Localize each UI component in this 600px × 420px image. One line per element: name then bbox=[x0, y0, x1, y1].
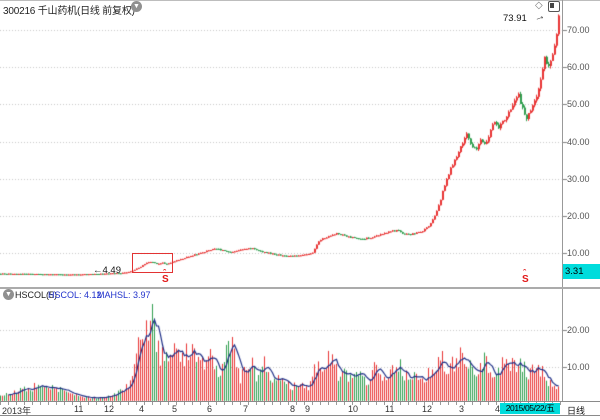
time-tick-label: 11 bbox=[74, 404, 84, 414]
period-label: 日线 bbox=[567, 406, 586, 416]
current-date-tag: 2015/05/22/五 bbox=[500, 403, 560, 414]
time-tick-label: 5 bbox=[172, 404, 178, 414]
time-tick-label: 2013年 bbox=[2, 406, 32, 416]
time-tick-label: 10 bbox=[348, 404, 359, 414]
indicator-name: HSCOL(5) bbox=[15, 290, 58, 300]
time-tick-label: 4 bbox=[139, 404, 145, 414]
sell-signal-caret: ˆ bbox=[523, 268, 526, 278]
volume-tick-label: 20.00 bbox=[567, 325, 590, 335]
price-tick-label: 10.00 bbox=[567, 248, 590, 259]
time-tick-label: 3 bbox=[459, 404, 465, 414]
sell-signal-caret: ˆ bbox=[163, 268, 166, 278]
price-tick-label: 30.00 bbox=[567, 173, 590, 184]
price-tick-label: 20.00 bbox=[567, 210, 590, 221]
price-tick-label: 40.00 bbox=[567, 136, 590, 147]
panel-divider bbox=[0, 287, 600, 289]
time-tick-label: 9 bbox=[305, 404, 311, 414]
window-restore-glyph bbox=[550, 3, 554, 8]
price-axis-current-tag: 3.31 bbox=[563, 264, 600, 279]
time-tick-label: 11 bbox=[385, 404, 395, 414]
window-restore-icon[interactable] bbox=[548, 1, 560, 12]
time-axis-ticks bbox=[0, 402, 562, 405]
time-tick-label: 8 bbox=[290, 404, 296, 414]
start-price-label: ←4.49 bbox=[93, 265, 121, 276]
time-tick-label: 12 bbox=[104, 404, 115, 414]
diamond-marker-icon[interactable]: ◇ bbox=[535, 0, 543, 11]
time-tick-label: 6 bbox=[207, 404, 213, 414]
chevron-down-icon[interactable]: ▼ bbox=[131, 1, 142, 12]
top-border bbox=[0, 0, 600, 1]
time-tick-label: 7 bbox=[243, 404, 249, 414]
time-axis: 2013年 11 12 4 5 6 7 8 9 10 11 12 3 4 2015/05/22/五 日线 bbox=[0, 401, 600, 416]
axis-border bbox=[562, 0, 563, 415]
peak-price-label: 73.91 bbox=[503, 13, 527, 24]
indicator-mahsl-value: MAHSL: 3.97 bbox=[97, 290, 151, 300]
price-tick-label: 60.00 bbox=[567, 62, 590, 73]
breakout-highlight-box bbox=[132, 253, 173, 273]
stock-title: 300216 千山药机(日线 前复权) bbox=[3, 6, 135, 17]
time-tick-label: 4 bbox=[495, 404, 501, 414]
price-tick-label: 50.00 bbox=[567, 99, 590, 110]
price-tick-label: 70.00 bbox=[567, 25, 590, 36]
indicator-hscol-value: HSCOL: 4.12 bbox=[48, 290, 102, 300]
volume-tick-label: 10.00 bbox=[567, 362, 590, 372]
indicator-chevron-down-icon[interactable]: ▼ bbox=[3, 289, 14, 300]
time-tick-label: 12 bbox=[422, 404, 433, 414]
